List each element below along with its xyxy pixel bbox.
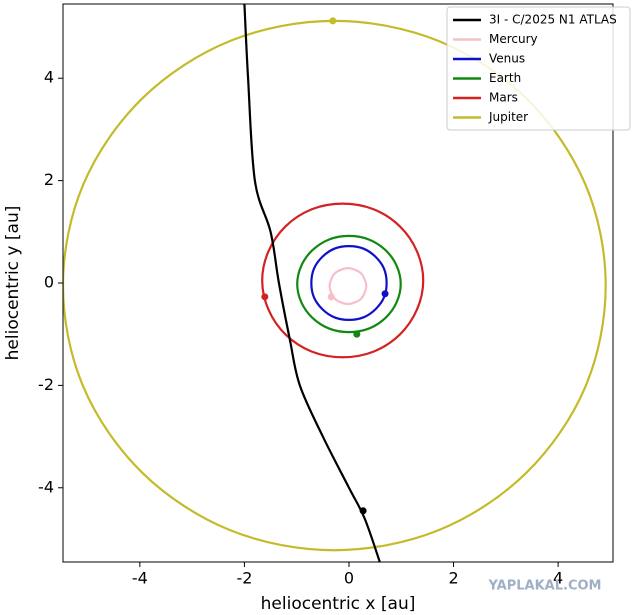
legend-box [446,6,631,131]
y-tick-label: -2 [38,375,54,394]
position-marker [261,293,269,301]
x-axis-label: heliocentric x [au] [261,594,416,614]
orbit-line [310,245,388,321]
y-tick-label: -4 [38,477,54,496]
y-tick-label: 2 [44,170,54,189]
legend-label: Mars [489,91,518,105]
y-tick-label: 0 [44,273,54,292]
x-tick-label: -4 [132,569,148,588]
y-tick-label: 4 [44,68,54,87]
watermark: YAPLAKAL.COM [488,579,602,594]
position-marker [327,293,335,301]
position-marker [329,17,337,25]
x-tick-label: -2 [236,569,252,588]
legend-label: Venus [489,52,525,66]
orbit-line [261,202,425,359]
orbit-line [328,267,368,306]
legend-label: 3I - C/2025 N1 ATLAS [489,13,617,27]
y-axis-label: heliocentric y [au] [3,206,23,361]
x-tick-label: 2 [448,569,458,588]
legend-label: Earth [489,71,521,85]
plot-frame [62,3,614,563]
orbit-line [296,234,402,334]
position-marker [381,290,389,298]
legend-label: Mercury [489,32,538,46]
legend-label: Jupiter [488,110,528,124]
position-marker [353,330,361,338]
orbit-line [243,4,381,562]
x-tick-label: 4 [553,569,563,588]
x-tick-label: 0 [344,569,354,588]
position-marker [359,507,367,515]
